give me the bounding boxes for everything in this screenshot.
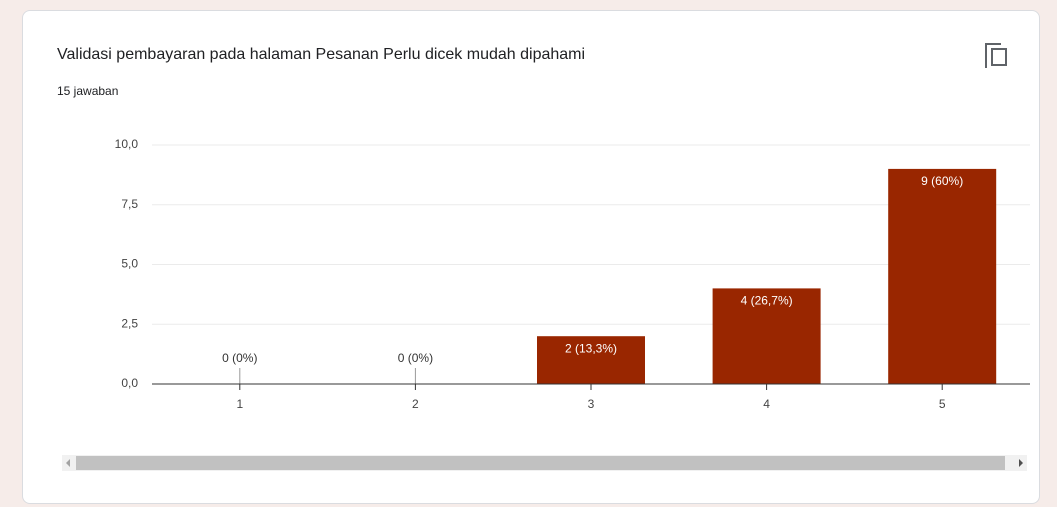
value-label: 4 (26,7%): [741, 294, 793, 308]
copy-icon-front[interactable]: [991, 48, 1007, 66]
x-tick-label: 2: [412, 397, 419, 411]
x-tick-label: 4: [763, 397, 770, 411]
value-label: 0 (0%): [222, 351, 257, 365]
value-label: 0 (0%): [398, 351, 433, 365]
bar: [888, 168, 997, 384]
scroll-right[interactable]: [1019, 459, 1023, 467]
y-tick-label: 10,0: [115, 137, 139, 151]
y-tick-label: 7,5: [121, 197, 138, 211]
bar: [712, 288, 821, 384]
scroll-left[interactable]: [66, 459, 70, 467]
scroll-thumb[interactable]: [76, 456, 1005, 470]
bar: [537, 336, 645, 384]
copy-icon-back[interactable]: [985, 43, 1001, 68]
value-label: 2 (13,3%): [565, 341, 617, 355]
x-tick-label: 5: [939, 397, 946, 411]
x-tick-label: 3: [588, 397, 595, 411]
y-tick-label: 5,0: [121, 257, 138, 271]
y-tick-label: 0,0: [121, 376, 138, 390]
y-tick-label: 2,5: [121, 316, 138, 330]
copy-icon[interactable]: [985, 43, 1007, 68]
response-count: 15 jawaban: [57, 84, 118, 98]
value-label: 9 (60%): [921, 174, 963, 188]
scrollbar[interactable]: [62, 455, 1027, 471]
x-tick-label: 1: [236, 397, 243, 411]
chart-title: Validasi pembayaran pada halaman Pesanan…: [57, 46, 585, 63]
card: [22, 10, 1040, 504]
